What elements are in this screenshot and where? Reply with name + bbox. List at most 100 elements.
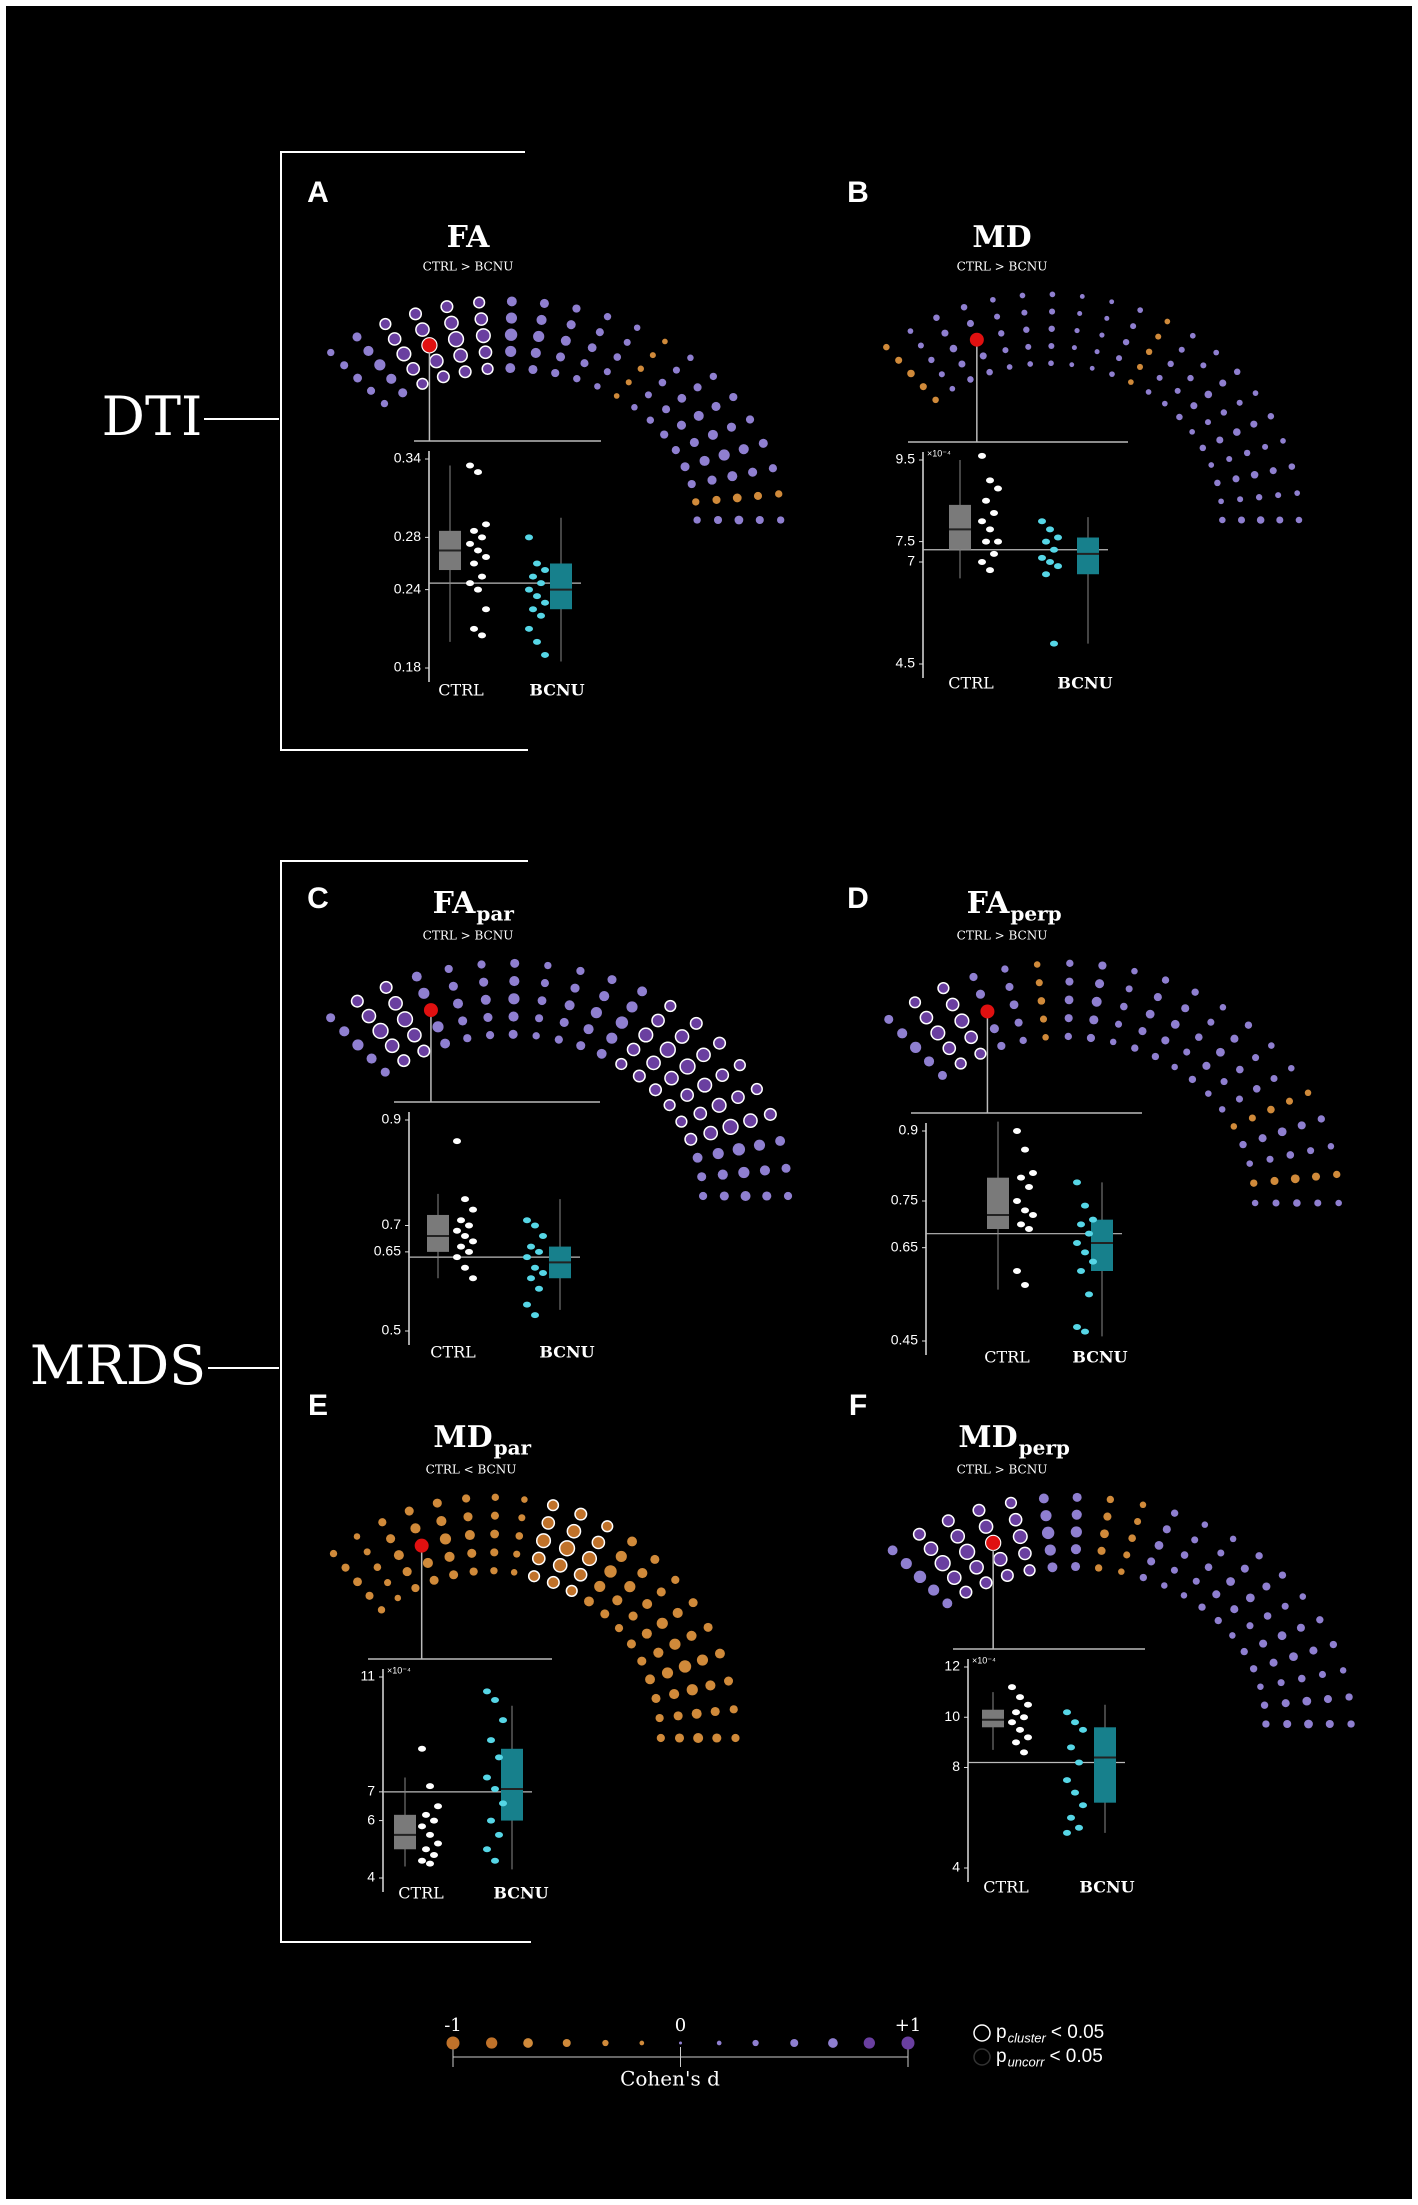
tract-node — [444, 964, 472, 1043]
tract-dot — [353, 373, 363, 383]
tract-dot — [1275, 492, 1282, 499]
tract-dot — [768, 464, 778, 473]
box — [427, 1214, 449, 1252]
tract-dot — [1035, 979, 1043, 987]
tract-dot — [972, 1503, 986, 1517]
tract-node — [1176, 368, 1241, 421]
tract-dot — [614, 1624, 624, 1633]
group-label: DTI — [102, 385, 203, 448]
tract-node — [1086, 961, 1107, 1043]
tract-dot — [624, 1581, 636, 1593]
y-tick-label: 4 — [952, 1859, 960, 1875]
data-point — [541, 651, 549, 658]
tract-dot — [637, 986, 648, 997]
tract-dot — [436, 1515, 447, 1527]
data-point — [466, 462, 474, 469]
tract-dot — [1114, 1020, 1123, 1028]
y-tick-label: 11 — [360, 1668, 375, 1684]
tract-dot — [1200, 362, 1207, 369]
tract-dot — [366, 1053, 377, 1064]
data-point — [483, 1846, 491, 1853]
tract-dot — [656, 1617, 668, 1629]
data-point — [478, 534, 486, 541]
tract-dot — [942, 1598, 953, 1609]
tract-dot — [627, 1536, 637, 1547]
tract-dot — [1219, 516, 1226, 524]
tract-node — [1004, 1496, 1036, 1577]
tract-dot — [671, 446, 680, 455]
tract-dot — [669, 1638, 681, 1650]
tract-dot — [680, 462, 690, 472]
tract-dot — [1281, 1699, 1290, 1708]
tract-dot — [1048, 342, 1055, 350]
tract-dot — [1202, 1061, 1211, 1070]
tract-dot — [544, 961, 552, 970]
tract-node — [490, 1493, 500, 1575]
tract-dot — [1145, 348, 1153, 356]
tract-dot — [1290, 1174, 1300, 1184]
x-tick-label: CTRL — [983, 1878, 1029, 1897]
x-tick-label: CTRL — [438, 681, 484, 700]
tract-dot — [1049, 291, 1056, 298]
tract-node — [327, 348, 389, 408]
tract-dot — [1267, 412, 1275, 420]
tract-dot — [380, 1067, 390, 1077]
tract-dot — [410, 1523, 421, 1534]
tract-dot — [1118, 1568, 1125, 1575]
tract-dot — [576, 1041, 586, 1051]
data-point — [1046, 559, 1054, 565]
tract-dot — [473, 296, 486, 309]
tract-dot — [555, 352, 566, 362]
tract-dot — [638, 1027, 654, 1043]
data-point — [1054, 534, 1062, 541]
legend-tick-label: 0 — [675, 2015, 686, 2036]
tract-dot — [907, 328, 914, 334]
tract-dot — [551, 368, 560, 378]
tract-dot — [1250, 420, 1258, 428]
data-point — [990, 550, 998, 557]
tract-dot — [1281, 1602, 1289, 1610]
tract-dot — [508, 1029, 518, 1039]
tract-dot — [1325, 1719, 1334, 1729]
tract-node — [1246, 1143, 1335, 1167]
tract-dot — [1272, 1199, 1280, 1207]
tract-dot — [1170, 1566, 1178, 1574]
data-point — [537, 612, 545, 619]
panel-letter: B — [847, 176, 869, 209]
tract-dot — [402, 1567, 412, 1577]
tract-dot — [1309, 1646, 1318, 1655]
box — [394, 1814, 416, 1850]
tract-dot — [573, 375, 581, 383]
tract-dot — [1204, 1563, 1213, 1571]
tract-dot — [719, 1191, 729, 1201]
tract-dot — [1006, 364, 1013, 370]
tract-dot — [895, 356, 903, 364]
data-point — [525, 586, 533, 593]
tract-dot — [350, 994, 364, 1008]
tract-dot — [714, 1648, 725, 1659]
tract-dot — [407, 1027, 422, 1043]
tract-dot — [659, 1041, 676, 1058]
tract-dot — [1064, 1032, 1072, 1041]
data-point — [994, 485, 1002, 492]
tract-dot — [379, 317, 392, 331]
tract-dot — [641, 1628, 652, 1639]
x-tick-label: CTRL — [984, 1348, 1030, 1367]
tract-node — [1033, 961, 1049, 1041]
tract-dot — [490, 1529, 500, 1539]
tract-node — [614, 1575, 680, 1633]
tract-dot — [631, 404, 638, 411]
y-tick-label: 7 — [907, 553, 915, 569]
tract-node — [584, 1536, 637, 1607]
tract-dot — [923, 1541, 939, 1557]
tract-dot — [942, 1041, 957, 1056]
data-point — [1081, 1249, 1089, 1256]
tract-dot — [594, 383, 601, 390]
tract-node — [684, 1107, 777, 1146]
legend-entry-text: < 0.05 — [1051, 2022, 1104, 2043]
scale-label: ×10⁻⁴ — [927, 448, 951, 458]
tract-dot — [709, 372, 718, 381]
tract-dot — [1226, 1577, 1235, 1586]
tract-dot — [917, 342, 924, 349]
